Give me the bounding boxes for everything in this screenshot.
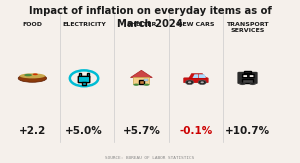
FancyBboxPatch shape — [82, 82, 86, 85]
Ellipse shape — [18, 74, 46, 82]
FancyBboxPatch shape — [244, 71, 251, 73]
Ellipse shape — [24, 74, 32, 76]
Polygon shape — [189, 74, 207, 78]
Text: SOURCE: BUREAU OF LABOR STATISTICS: SOURCE: BUREAU OF LABOR STATISTICS — [105, 156, 195, 160]
Text: SHELTER: SHELTER — [126, 22, 157, 27]
FancyBboxPatch shape — [139, 80, 144, 84]
Text: TRANSPORT
SERVICES: TRANSPORT SERVICES — [226, 22, 269, 33]
Polygon shape — [199, 74, 206, 78]
Text: +10.7%: +10.7% — [225, 126, 270, 136]
FancyBboxPatch shape — [79, 74, 81, 77]
Ellipse shape — [134, 84, 139, 86]
Ellipse shape — [144, 84, 149, 86]
Text: +5.0%: +5.0% — [65, 126, 103, 136]
Text: +2.2: +2.2 — [19, 126, 46, 136]
Text: +5.7%: +5.7% — [122, 126, 160, 136]
Text: NEW CARS: NEW CARS — [177, 22, 214, 27]
Circle shape — [186, 80, 194, 85]
Ellipse shape — [20, 73, 45, 78]
FancyBboxPatch shape — [249, 74, 254, 78]
FancyBboxPatch shape — [184, 78, 208, 83]
FancyBboxPatch shape — [243, 74, 248, 78]
Circle shape — [200, 81, 204, 83]
FancyBboxPatch shape — [134, 77, 149, 84]
Ellipse shape — [33, 73, 38, 75]
Circle shape — [188, 81, 191, 83]
Text: Impact of inflation on everyday items as of
March 2024: Impact of inflation on everyday items as… — [28, 6, 272, 29]
Polygon shape — [130, 70, 152, 77]
Ellipse shape — [239, 83, 245, 85]
FancyBboxPatch shape — [238, 72, 257, 84]
Circle shape — [198, 80, 206, 85]
Text: -0.1%: -0.1% — [179, 126, 212, 136]
FancyBboxPatch shape — [144, 79, 148, 81]
FancyBboxPatch shape — [78, 76, 90, 83]
Polygon shape — [193, 74, 198, 78]
Text: ELECTRICITY: ELECTRICITY — [62, 22, 106, 27]
FancyBboxPatch shape — [242, 79, 253, 83]
Ellipse shape — [250, 83, 256, 85]
Text: FOOD: FOOD — [22, 22, 42, 27]
FancyBboxPatch shape — [87, 74, 89, 77]
